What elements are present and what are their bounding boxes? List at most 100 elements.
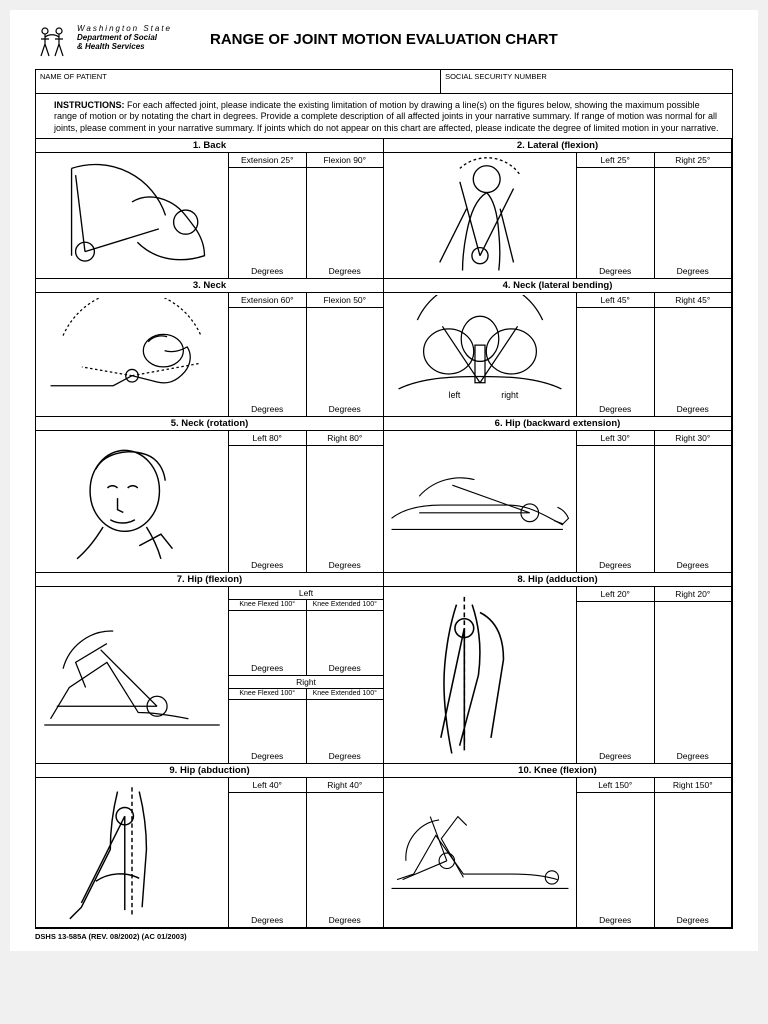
cell-input[interactable]: Degrees (229, 446, 306, 572)
cell-label: Left 30° (577, 431, 654, 446)
cell-input[interactable]: Degrees (655, 168, 732, 278)
sub-label: Left (229, 587, 383, 600)
cell-label: Flexion 50° (307, 293, 384, 308)
cell-label: Extension 60° (229, 293, 306, 308)
illustration-lateral-flexion (384, 153, 576, 278)
section-title: 4. Neck (lateral bending) (384, 279, 731, 293)
cell-input[interactable]: Degrees (577, 793, 654, 927)
cell-label: Knee Extended 100° (307, 689, 384, 700)
cell-label: Flexion 90° (307, 153, 384, 168)
cell-input[interactable]: Degrees (307, 700, 384, 764)
instructions-label: INSTRUCTIONS: (54, 100, 125, 110)
illustration-hip-abduction (36, 778, 228, 927)
svg-text:right: right (501, 389, 519, 399)
header-row: Washington State Department of Social & … (35, 25, 733, 65)
page-title: RANGE OF JOINT MOTION EVALUATION CHART (210, 31, 558, 48)
section-back: 1. Back Extension 25°Degrees (36, 139, 384, 279)
cell-input[interactable]: Degrees (577, 602, 654, 763)
measure-hip-flexion: Left Knee Flexed 100°Degrees Knee Extend… (228, 587, 383, 763)
illustration-neck-lateral: left right (384, 293, 576, 416)
cell-label: Right 150° (655, 778, 732, 793)
cell-input[interactable]: Degrees (307, 611, 384, 675)
cell-label: Right 25° (655, 153, 732, 168)
cell-input[interactable]: Degrees (307, 446, 384, 572)
department-name: Washington State Department of Social & … (77, 25, 172, 51)
illustration-knee-flexion (384, 778, 576, 927)
section-hip-abduction: 9. Hip (abduction) Left 40°De (36, 764, 384, 928)
cell-input[interactable]: Degrees (229, 168, 306, 278)
measure-lateral-flexion: Left 25°Degrees Right 25°Degrees (576, 153, 731, 278)
cell-label: Right 80° (307, 431, 384, 446)
sections-grid: 1. Back Extension 25°Degrees (36, 138, 732, 928)
section-title: 10. Knee (flexion) (384, 764, 731, 778)
section-title: 1. Back (36, 139, 383, 153)
dshs-logo-icon (35, 25, 69, 65)
measure-hip-back-ext: Left 30°Degrees Right 30°Degrees (576, 431, 731, 572)
cell-input[interactable]: Degrees (655, 793, 732, 927)
form-page: Washington State Department of Social & … (10, 10, 758, 951)
section-lateral-flexion: 2. Lateral (flexion) (384, 139, 732, 279)
cell-label: Knee Flexed 100° (229, 600, 306, 611)
instructions-box: INSTRUCTIONS: For each affected joint, p… (35, 94, 733, 929)
cell-label: Knee Flexed 100° (229, 689, 306, 700)
patient-name-field[interactable]: NAME OF PATIENT (36, 70, 441, 93)
section-title: 5. Neck (rotation) (36, 417, 383, 431)
illustration-neck (36, 293, 228, 416)
measure-back: Extension 25°Degrees Flexion 90°Degrees (228, 153, 383, 278)
cell-label: Right 40° (307, 778, 384, 793)
section-title: 3. Neck (36, 279, 383, 293)
cell-label: Left 150° (577, 778, 654, 793)
cell-input[interactable]: Degrees (577, 308, 654, 416)
cell-input[interactable]: Degrees (655, 602, 732, 763)
measure-neck: Extension 60°Degrees Flexion 50°Degrees (228, 293, 383, 416)
cell-label: Left 45° (577, 293, 654, 308)
measure-knee-flexion: Left 150°Degrees Right 150°Degrees (576, 778, 731, 927)
form-footer: DSHS 13-585A (REV. 08/2002) (AC 01/2003) (35, 932, 733, 941)
cell-input[interactable]: Degrees (307, 168, 384, 278)
svg-text:left: left (449, 389, 461, 399)
section-neck-rotation: 5. Neck (rotation) (36, 417, 384, 573)
cell-label: Knee Extended 100° (307, 600, 384, 611)
cell-input[interactable]: Degrees (655, 308, 732, 416)
cell-label: Right 20° (655, 587, 732, 602)
cell-label: Left 20° (577, 587, 654, 602)
cell-input[interactable]: Degrees (655, 446, 732, 572)
cell-label: Right 45° (655, 293, 732, 308)
cell-label: Right 30° (655, 431, 732, 446)
section-hip-back-ext: 6. Hip (backward extension) (384, 417, 732, 573)
sub-label: Right (229, 675, 383, 689)
section-title: 8. Hip (adduction) (384, 573, 731, 587)
section-title: 9. Hip (abduction) (36, 764, 383, 778)
cell-input[interactable]: Degrees (577, 168, 654, 278)
cell-input[interactable]: Degrees (229, 611, 306, 675)
section-knee-flexion: 10. Knee (flexion) (384, 764, 732, 928)
section-hip-flexion: 7. Hip (flexion) Left (36, 573, 384, 764)
illustration-hip-adduction (384, 587, 576, 763)
cell-label: Left 40° (229, 778, 306, 793)
cell-input[interactable]: Degrees (577, 446, 654, 572)
cell-label: Extension 25° (229, 153, 306, 168)
section-neck-lateral: 4. Neck (lateral bending) left ri (384, 279, 732, 417)
patient-info-row: NAME OF PATIENT SOCIAL SECURITY NUMBER (35, 69, 733, 94)
cell-label: Left 25° (577, 153, 654, 168)
section-title: 2. Lateral (flexion) (384, 139, 731, 153)
ssn-field[interactable]: SOCIAL SECURITY NUMBER (441, 70, 732, 93)
section-neck: 3. Neck Extension 60°Degrees (36, 279, 384, 417)
section-hip-adduction: 8. Hip (adduction) Left 20°De (384, 573, 732, 764)
illustration-hip-back-ext (384, 431, 576, 572)
illustration-neck-rotation (36, 431, 228, 572)
cell-input[interactable]: Degrees (307, 308, 384, 416)
cell-input[interactable]: Degrees (229, 793, 306, 927)
illustration-hip-flexion (36, 587, 228, 763)
section-title: 6. Hip (backward extension) (384, 417, 731, 431)
cell-label: Left 80° (229, 431, 306, 446)
measure-neck-rotation: Left 80°Degrees Right 80°Degrees (228, 431, 383, 572)
cell-input[interactable]: Degrees (229, 308, 306, 416)
instructions-text: For each affected joint, please indicate… (54, 100, 719, 133)
illustration-back (36, 153, 228, 278)
measure-neck-lateral: Left 45°Degrees Right 45°Degrees (576, 293, 731, 416)
cell-input[interactable]: Degrees (229, 700, 306, 764)
cell-input[interactable]: Degrees (307, 793, 384, 927)
measure-hip-adduction: Left 20°Degrees Right 20°Degrees (576, 587, 731, 763)
measure-hip-abduction: Left 40°Degrees Right 40°Degrees (228, 778, 383, 927)
